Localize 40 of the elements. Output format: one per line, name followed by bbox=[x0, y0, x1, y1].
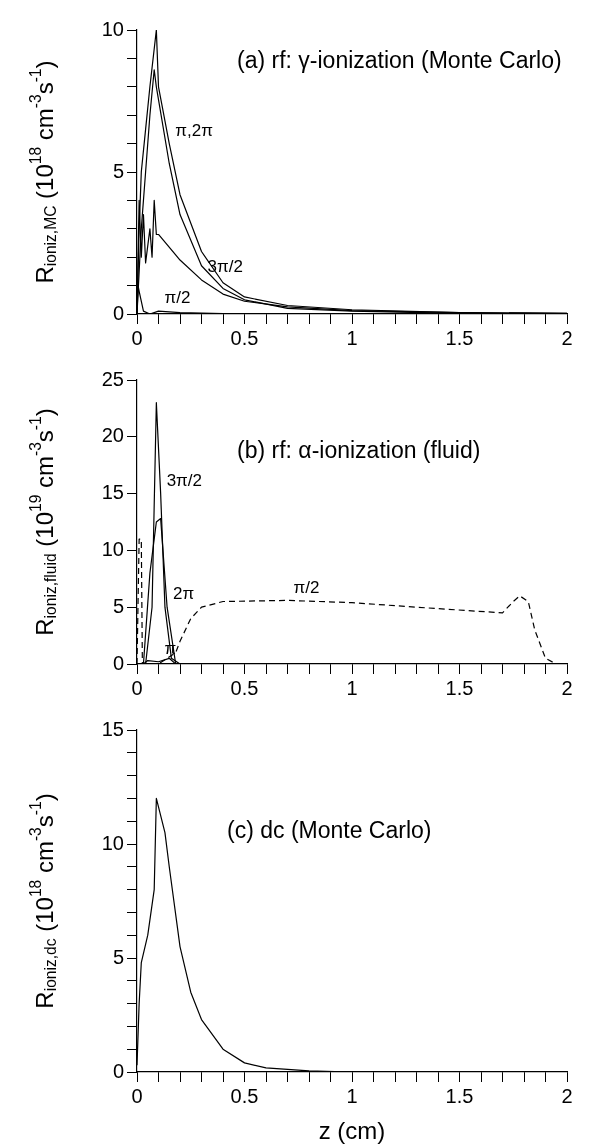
x-tick-label: 0 bbox=[131, 1084, 143, 1107]
y-tick-label: 25 bbox=[101, 367, 124, 390]
text: Rioniz,dc (1018 cm-3s-1) bbox=[26, 793, 60, 1009]
x-tick-label: 2 bbox=[561, 326, 573, 349]
text: (b) rf: α-ionization (fluid) bbox=[237, 436, 481, 463]
y-tick-label: 0 bbox=[112, 651, 124, 674]
y-tick-label: 15 bbox=[101, 717, 124, 740]
x-tick-label: 0 bbox=[131, 676, 143, 699]
x-axis-title: z (cm) bbox=[318, 1116, 386, 1144]
x-tick-label: 1 bbox=[346, 1084, 358, 1107]
x-tick-label: 2 bbox=[561, 1084, 573, 1107]
annotation: 2π bbox=[173, 584, 195, 604]
x-tick-label: 1 bbox=[346, 326, 358, 349]
y-tick-label: 5 bbox=[112, 594, 124, 617]
x-tick-label: 1.5 bbox=[445, 1084, 474, 1107]
y-tick-label: 0 bbox=[112, 1059, 124, 1082]
y-tick-label: 10 bbox=[101, 831, 124, 854]
annotation: π/2 bbox=[293, 577, 320, 597]
y-tick-label: 5 bbox=[112, 945, 124, 968]
x-tick-label: 1.5 bbox=[445, 676, 474, 699]
y-tick-label: 10 bbox=[101, 537, 124, 560]
text: (a) rf: γ-ionization (Monte Carlo) bbox=[237, 46, 562, 73]
text: Rioniz,MC (1018 cm-3s-1) bbox=[26, 60, 60, 284]
y-tick-label: 5 bbox=[112, 159, 124, 182]
text: Rioniz,fluid (1019 cm-3s-1) bbox=[26, 408, 60, 636]
y-tick-label: 20 bbox=[101, 424, 124, 447]
x-tick-label: 0 bbox=[131, 326, 143, 349]
annotation: π/2 bbox=[164, 288, 191, 308]
x-tick-label: 1 bbox=[346, 676, 358, 699]
annotation: 3π/2 bbox=[166, 470, 203, 490]
y-tick-label: 0 bbox=[112, 301, 124, 324]
x-tick-label: 2 bbox=[561, 676, 573, 699]
x-tick-label: 0.5 bbox=[230, 1084, 259, 1107]
x-tick-label: 0.5 bbox=[230, 326, 259, 349]
y-tick-label: 10 bbox=[101, 17, 124, 40]
text: (c) dc (Monte Carlo) bbox=[227, 816, 432, 843]
x-tick-label: 0.5 bbox=[230, 676, 259, 699]
x-tick-label: 1.5 bbox=[445, 326, 474, 349]
annotation: π,2π bbox=[175, 120, 213, 140]
y-tick-label: 15 bbox=[101, 481, 124, 504]
